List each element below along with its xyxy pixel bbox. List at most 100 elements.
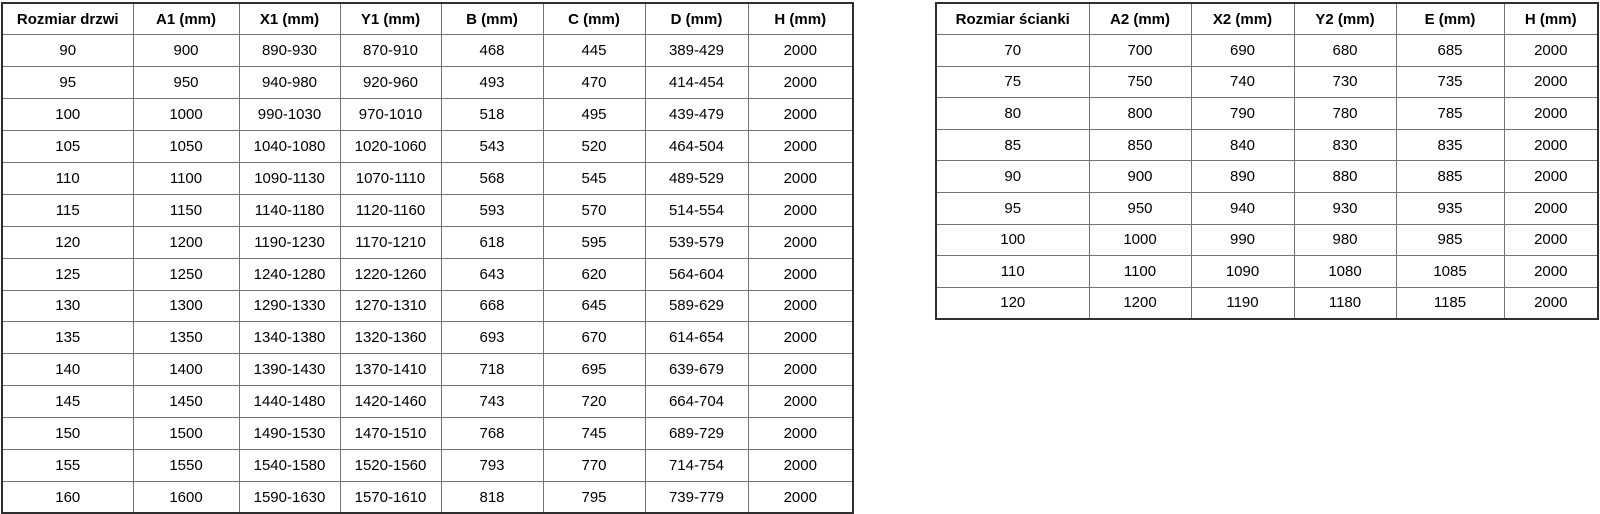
table-cell: 1050 xyxy=(132,130,240,163)
table-cell: 120 xyxy=(1,225,134,259)
wall-size-table: Rozmiar ścianki A2 (mm) X2 (mm) Y2 (mm) E (m… xyxy=(935,2,1599,320)
table-cell: 80 xyxy=(935,97,1090,130)
table-cell: 568 xyxy=(440,161,544,195)
table-cell: 2000 xyxy=(747,480,854,514)
table-cell: 714-754 xyxy=(644,448,749,482)
table-cell: 770 xyxy=(542,448,646,482)
table-cell: 980 xyxy=(1293,223,1397,257)
table-cell: 720 xyxy=(542,385,646,419)
table-row: 110 1100 1090-1130 1070-1110 568 545 489-529 20… xyxy=(1,161,854,195)
table-cell: 1185 xyxy=(1395,286,1505,320)
table-cell: 140 xyxy=(1,353,134,387)
table-cell: 110 xyxy=(935,255,1090,288)
table-cell: 1190 xyxy=(1190,286,1295,320)
table-cell: 790 xyxy=(1190,97,1295,130)
table-cell: 518 xyxy=(440,98,544,132)
table-cell: 2000 xyxy=(747,225,854,259)
table-cell: 2000 xyxy=(747,385,854,419)
table-cell: 1450 xyxy=(132,385,240,419)
table-cell: 1420-1460 xyxy=(339,385,442,419)
table-cell: 595 xyxy=(542,225,646,259)
table-cell: 840 xyxy=(1190,128,1295,162)
table-cell: 2000 xyxy=(747,257,854,291)
table-row: 160 1600 1590-1630 1570-1610 818 795 739-779 20… xyxy=(1,480,854,514)
table-row: 85 850 840 830 835 2000 xyxy=(935,128,1599,162)
table-cell: 1100 xyxy=(132,161,240,195)
table-cell: 1150 xyxy=(132,193,240,227)
table-cell: 2000 xyxy=(1503,160,1599,194)
column-header: Rozmiar drzwi xyxy=(1,2,134,36)
table-cell: 1000 xyxy=(1088,223,1192,257)
table-cell: 1290-1330 xyxy=(238,289,341,323)
table-cell: 1240-1280 xyxy=(238,257,341,291)
column-header: E (mm) xyxy=(1395,2,1505,36)
table-cell: 1590-1630 xyxy=(238,480,341,514)
table-cell: 1140-1180 xyxy=(238,193,341,227)
table-cell: 1520-1560 xyxy=(339,448,442,482)
table-cell: 115 xyxy=(1,193,134,227)
table-row: 105 1050 1040-1080 1020-1060 543 520 464-504 20… xyxy=(1,130,854,163)
table-cell: 718 xyxy=(440,353,544,387)
table-cell: 735 xyxy=(1395,65,1505,99)
column-header: Y2 (mm) xyxy=(1293,2,1397,36)
table-cell: 2000 xyxy=(1503,286,1599,320)
table-row: 110 1100 1090 1080 1085 2000 xyxy=(935,255,1599,288)
table-row: 150 1500 1490-1530 1470-1510 768 745 689-729 20… xyxy=(1,417,854,450)
table-cell: 564-604 xyxy=(644,257,749,291)
table-cell: 870-910 xyxy=(339,34,442,68)
table-cell: 2000 xyxy=(1503,34,1599,67)
table-cell: 664-704 xyxy=(644,385,749,419)
table-cell: 1340-1380 xyxy=(238,321,341,355)
table-cell: 745 xyxy=(542,417,646,450)
table-cell: 539-579 xyxy=(644,225,749,259)
table-cell: 520 xyxy=(542,130,646,163)
column-header: B (mm) xyxy=(440,2,544,36)
table-cell: 2000 xyxy=(747,161,854,195)
table-cell: 85 xyxy=(935,128,1090,162)
table-cell: 2000 xyxy=(747,289,854,323)
table-cell: 780 xyxy=(1293,97,1397,130)
table-cell: 2000 xyxy=(747,98,854,132)
table-cell: 785 xyxy=(1395,97,1505,130)
table-cell: 645 xyxy=(542,289,646,323)
table-cell: 700 xyxy=(1088,34,1192,67)
table-cell: 2000 xyxy=(1503,97,1599,130)
table-cell: 110 xyxy=(1,161,134,195)
column-header: X2 (mm) xyxy=(1190,2,1295,36)
table-cell: 1570-1610 xyxy=(339,480,442,514)
table-cell: 930 xyxy=(1293,192,1397,225)
table-cell: 990-1030 xyxy=(238,98,341,132)
table-cell: 890-930 xyxy=(238,34,341,68)
table-cell: 818 xyxy=(440,480,544,514)
table-cell: 935 xyxy=(1395,192,1505,225)
table-cell: 880 xyxy=(1293,160,1397,194)
table-cell: 100 xyxy=(935,223,1090,257)
table-cell: 850 xyxy=(1088,128,1192,162)
table-row: 120 1200 1190-1230 1170-1210 618 595 539-579 20… xyxy=(1,225,854,259)
table-cell: 693 xyxy=(440,321,544,355)
table-cell: 130 xyxy=(1,289,134,323)
table-cell: 445 xyxy=(542,34,646,68)
table-cell: 95 xyxy=(1,66,134,100)
table-cell: 593 xyxy=(440,193,544,227)
table-row: 125 1250 1240-1280 1220-1260 643 620 564-604 20… xyxy=(1,257,854,291)
table-row: 135 1350 1340-1380 1320-1360 693 670 614-654 20… xyxy=(1,321,854,355)
table-cell: 135 xyxy=(1,321,134,355)
table-cell: 95 xyxy=(935,192,1090,225)
table-cell: 1350 xyxy=(132,321,240,355)
table-cell: 1220-1260 xyxy=(339,257,442,291)
table-cell: 105 xyxy=(1,130,134,163)
table-cell: 1440-1480 xyxy=(238,385,341,419)
table-cell: 2000 xyxy=(1503,128,1599,162)
table-cell: 685 xyxy=(1395,34,1505,67)
table-cell: 90 xyxy=(935,160,1090,194)
table-row: 70 700 690 680 685 2000 xyxy=(935,34,1599,67)
table-cell: 1390-1430 xyxy=(238,353,341,387)
column-header: A2 (mm) xyxy=(1088,2,1192,36)
table-cell: 768 xyxy=(440,417,544,450)
table-cell: 1250 xyxy=(132,257,240,291)
table-cell: 570 xyxy=(542,193,646,227)
table-cell: 740 xyxy=(1190,65,1295,99)
table-cell: 1190-1230 xyxy=(238,225,341,259)
table-cell: 514-554 xyxy=(644,193,749,227)
